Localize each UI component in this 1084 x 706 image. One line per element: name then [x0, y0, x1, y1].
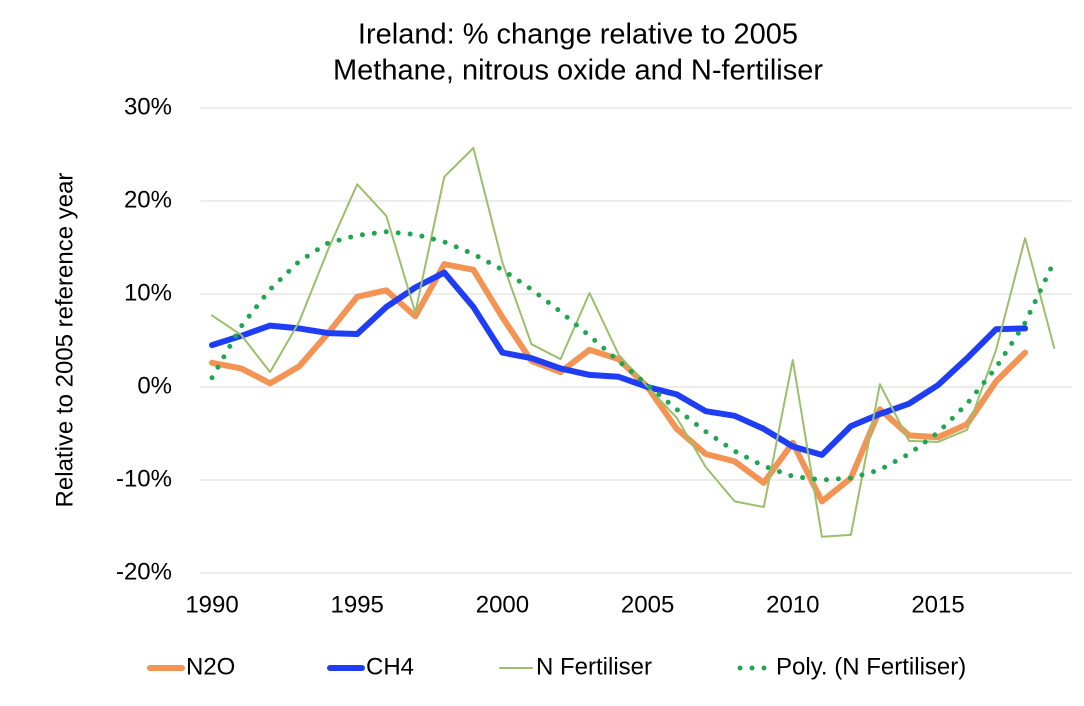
legend-label: N2O [186, 653, 235, 680]
y-axis-label: Relative to 2005 reference year [51, 173, 78, 508]
chart-title: Ireland: % change relative to 2005 [358, 19, 798, 51]
y-tick-label: 20% [124, 186, 172, 213]
x-tick-label: 2015 [911, 591, 964, 618]
x-tick-label: 2005 [621, 591, 674, 618]
x-tick-label: 2010 [766, 591, 819, 618]
x-tick-label: 2000 [476, 591, 529, 618]
y-tick-label: 30% [124, 93, 172, 120]
legend-label: Poly. (N Fertiliser) [776, 653, 966, 680]
y-tick-label: -10% [116, 465, 172, 492]
y-tick-label: -20% [116, 558, 172, 585]
chart-subtitle: Methane, nitrous oxide and N-fertiliser [333, 55, 823, 87]
legend-label: N Fertiliser [536, 653, 652, 680]
x-tick-label: 1995 [331, 591, 384, 618]
series-line [209, 269, 1029, 458]
x-tick-label: 1990 [185, 591, 238, 618]
y-tick-label: 10% [124, 279, 172, 306]
legend-label: CH4 [366, 653, 414, 680]
series-line [209, 261, 1029, 505]
y-tick-label: 0% [137, 372, 172, 399]
series-line [209, 229, 1057, 483]
